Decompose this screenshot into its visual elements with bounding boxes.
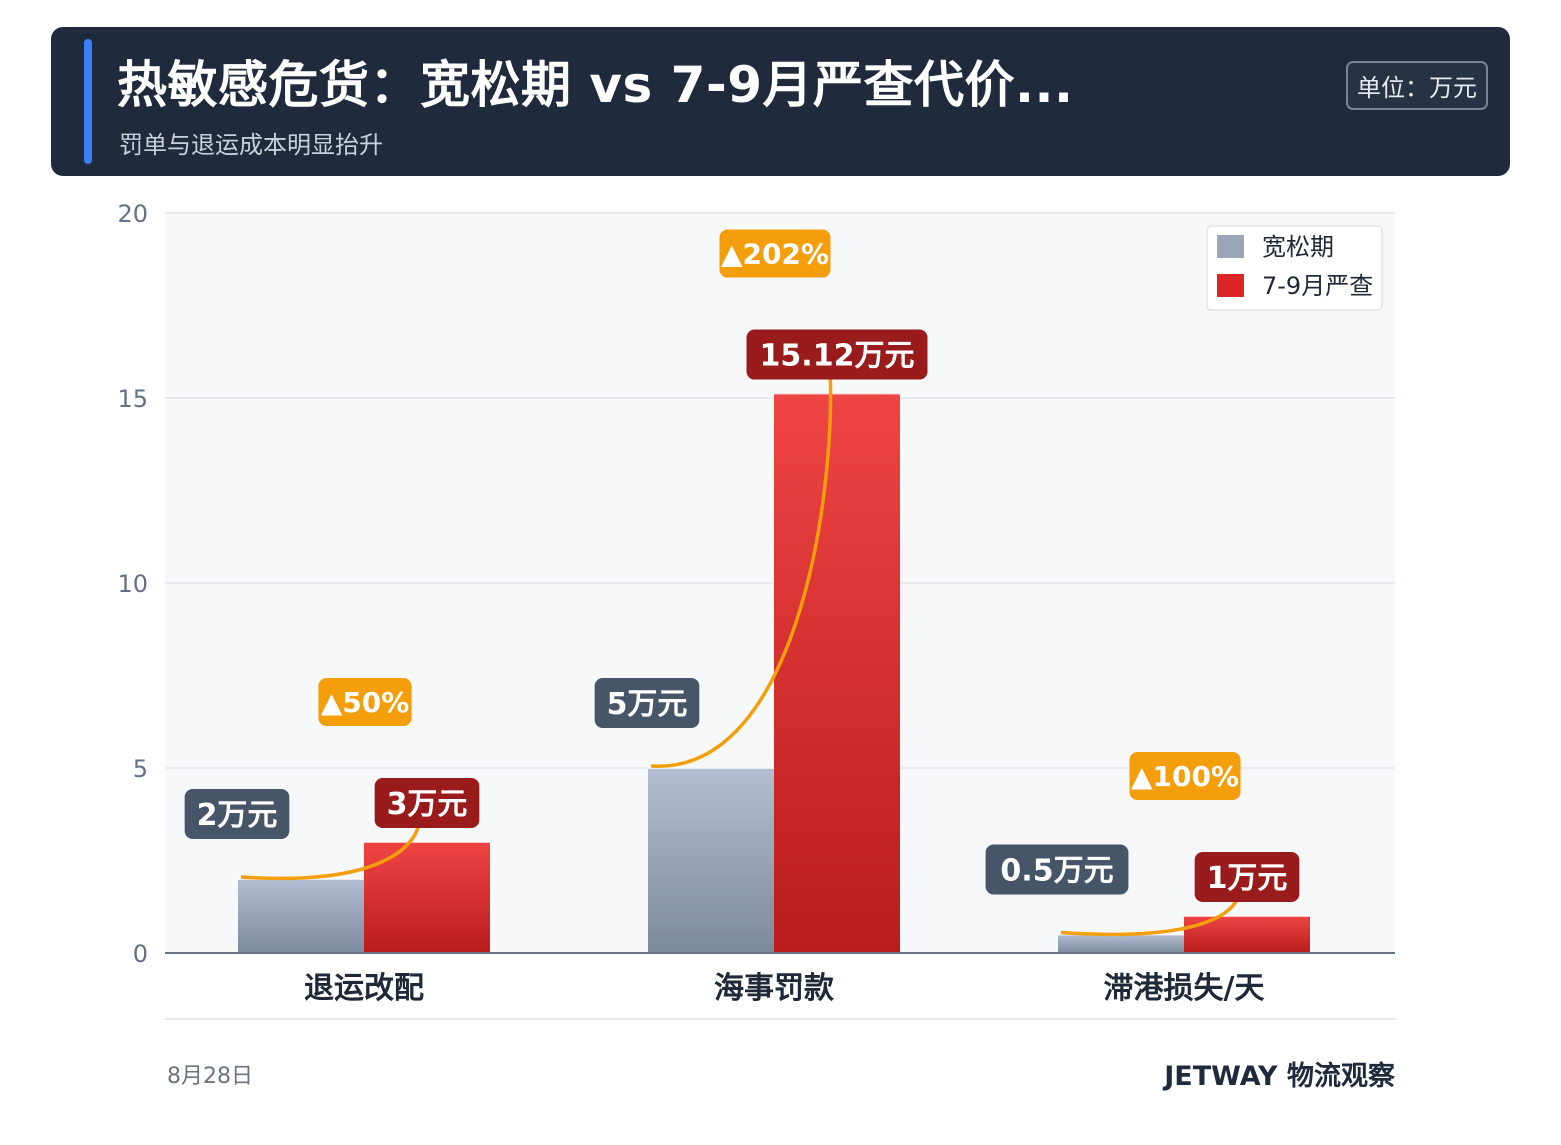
header-banner: 热敏感危货：宽松期 vs 7-9月严查代价... 罚单与退运成本明显抬升 单位：… (51, 27, 1510, 176)
change-badge: ▲50% (318, 678, 412, 726)
value-label-strict: 15.12万元 (746, 329, 928, 380)
change-arrow (650, 346, 837, 768)
change-badge-text: ▲50% (321, 686, 410, 719)
bar-strict (364, 842, 490, 953)
footer-brand: JETWAY 物流观察 (1164, 1061, 1395, 1092)
legend-swatch-strict (1217, 274, 1244, 297)
legend-swatch-loose (1217, 235, 1244, 258)
value-label-strict-text: 1万元 (1207, 861, 1288, 896)
legend-label-loose: 宽松期 (1262, 233, 1334, 261)
value-label-loose-bg (594, 678, 700, 728)
value-label-strict-bg (374, 778, 480, 828)
change-badge: ▲202% (719, 229, 831, 278)
y-tick-label: 15 (117, 385, 148, 413)
bar-strict (1184, 916, 1310, 953)
change-badge-bg (318, 678, 412, 726)
value-label-loose: 5万元 (594, 678, 700, 728)
value-label-strict-bg (1194, 852, 1300, 902)
value-label-strict-bg (746, 329, 928, 380)
change-badge-text: ▲202% (721, 238, 829, 271)
footer-divider (165, 1018, 1396, 1020)
y-tick-label: 20 (117, 200, 148, 228)
x-category-label: 退运改配 (304, 971, 424, 1006)
accent-bar (84, 39, 92, 164)
change-badge-bg (719, 229, 831, 278)
y-tick-label: 0 (133, 940, 148, 968)
bar-loose (648, 768, 774, 953)
y-tick-label: 10 (117, 570, 148, 598)
value-label-strict-text: 15.12万元 (760, 338, 915, 373)
change-badge-bg (1129, 752, 1241, 800)
unit-badge: 单位：万元 (1346, 61, 1488, 110)
legend-box (1206, 225, 1383, 311)
legend: 宽松期 7-9月严查 (1206, 225, 1383, 311)
bar-loose (1058, 934, 1184, 953)
bar-strict (774, 393, 900, 953)
value-label-loose-text: 0.5万元 (1000, 853, 1113, 888)
value-label-loose-text: 5万元 (607, 687, 688, 722)
chart-subtitle: 罚单与退运成本明显抬升 (119, 131, 383, 159)
y-tick-label: 5 (133, 755, 148, 783)
x-category-label: 海事罚款 (714, 971, 835, 1006)
x-category-label: 滞港损失/天 (1104, 971, 1265, 1006)
value-label-loose-bg (985, 844, 1129, 895)
chart-title: 热敏感危货：宽松期 vs 7-9月严查代价... (117, 56, 1074, 114)
value-label-loose: 0.5万元 (985, 844, 1129, 895)
value-label-strict: 1万元 (1194, 852, 1300, 902)
footer-date: 8月28日 (167, 1064, 253, 1089)
value-label-strict: 3万元 (374, 778, 480, 828)
change-badge-text: ▲100% (1131, 760, 1239, 793)
change-badge: ▲100% (1129, 752, 1241, 800)
legend-label-strict: 7-9月严查 (1262, 272, 1373, 300)
value-label-strict-text: 3万元 (387, 787, 468, 822)
bar-loose (238, 879, 364, 953)
value-label-loose: 2万元 (184, 789, 290, 839)
value-label-loose-text: 2万元 (197, 798, 278, 833)
value-label-loose-bg (184, 789, 290, 839)
